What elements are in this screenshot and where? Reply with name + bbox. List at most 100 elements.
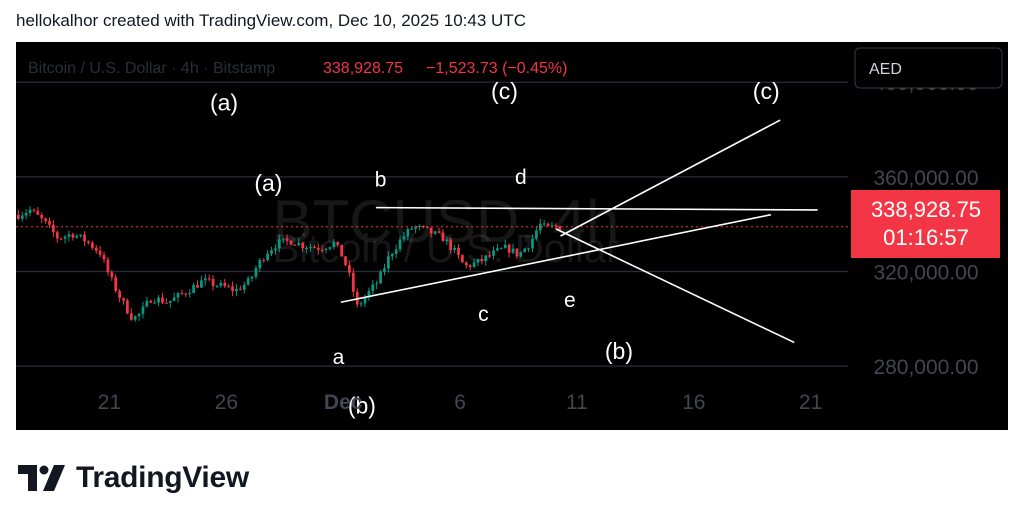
wave-label[interactable]: (c) [491, 78, 518, 104]
candle-body [141, 306, 145, 314]
candle-body [274, 248, 277, 251]
trendline[interactable] [375, 206, 818, 211]
trendline[interactable] [560, 119, 781, 237]
candle-body [184, 293, 188, 295]
candle-body [215, 285, 219, 287]
grid-lines [16, 81, 848, 367]
candle-body [122, 298, 125, 301]
watermark-symbol: BTCUSD, 4h [273, 188, 620, 255]
tradingview-logo-icon [18, 465, 65, 491]
candle-body [40, 214, 44, 219]
wave-label[interactable]: b [375, 168, 387, 191]
candle-body [507, 244, 511, 253]
candle-body [114, 277, 118, 291]
candle-body [464, 262, 468, 266]
price-tag-value: 338,928.75 [871, 197, 981, 222]
candle-body [496, 248, 499, 251]
candle-body [223, 282, 227, 287]
candle-body [348, 265, 351, 273]
candle-body [157, 297, 160, 303]
chart-panel[interactable]: BTCUSD, 4h Bitcoin / U.S. Dollar (a) (a)(… [16, 42, 1008, 430]
candle-body [129, 313, 133, 320]
candle-body [87, 241, 90, 243]
tradingview-wordmark: TradingView [76, 461, 249, 494]
candle-body [207, 278, 211, 280]
candle-body [149, 300, 153, 303]
price-tag: 338,928.75 01:16:57 [851, 190, 1000, 258]
candle-body [285, 238, 289, 241]
tradingview-branding: TradingView [18, 458, 249, 498]
trendline[interactable] [555, 228, 795, 344]
wave-label[interactable]: (b) [605, 338, 633, 364]
candle-body [98, 250, 102, 255]
candle-body [79, 234, 83, 236]
candle-body [351, 272, 355, 292]
candle-body [320, 249, 324, 251]
trendline[interactable] [340, 213, 772, 304]
candle-body [363, 297, 367, 304]
candle-body [52, 224, 55, 233]
candles [16, 206, 562, 323]
candle-body [281, 238, 285, 240]
candle-body [63, 236, 67, 239]
chart-credit-header: hellokalhor created with TradingView.com… [16, 11, 526, 30]
wave-label[interactable]: e [564, 289, 576, 312]
wave-label[interactable]: (a) [254, 170, 282, 196]
wave-label[interactable]: a [333, 346, 345, 369]
candle-body [332, 241, 336, 248]
time-tick-label: 21 [799, 391, 822, 414]
candle-body [153, 302, 157, 304]
candle-body [437, 231, 441, 233]
time-axis: 21 26 Dec 6 11 16 21 [98, 391, 822, 414]
candle-body [344, 256, 347, 266]
candle-body [289, 240, 293, 245]
candle-body [145, 300, 149, 307]
candle-body [449, 239, 453, 250]
symbol-legend[interactable]: Bitcoin / U.S. Dollar · 4h · Bitstamp 33… [28, 60, 567, 77]
candle-body [90, 242, 94, 248]
candle-body [250, 276, 254, 279]
candle-body [126, 300, 129, 314]
wave-label[interactable]: (b) [348, 392, 376, 418]
candle-body [227, 286, 231, 288]
candle-body [554, 225, 558, 227]
candle-body [425, 226, 429, 228]
candle-body [503, 244, 507, 249]
symbol-info: Bitcoin / U.S. Dollar · 4h · Bitstamp [28, 60, 275, 77]
candle-body [44, 218, 47, 222]
candle-body [118, 290, 121, 299]
wave-label[interactable]: (c) [753, 78, 780, 104]
candle-body [390, 254, 394, 257]
candle-body [55, 232, 59, 239]
candle-body [172, 297, 176, 301]
candle-body [402, 236, 406, 240]
candle-body [16, 214, 20, 219]
price-chart[interactable]: BTCUSD, 4h Bitcoin / U.S. Dollar (a)(a)(… [16, 42, 1008, 430]
candle-body [293, 244, 297, 246]
candle-body [106, 259, 110, 273]
trendlines [340, 119, 818, 344]
candle-body [196, 285, 199, 288]
candle-body [523, 248, 527, 253]
candle-body [476, 258, 480, 263]
time-tick-label: 11 [566, 391, 588, 414]
wave-label[interactable]: c [478, 303, 489, 326]
candle-body [102, 254, 106, 260]
candle-body [515, 248, 519, 257]
price-tick-label: 320,000.00 [873, 261, 978, 284]
candle-body [414, 226, 418, 229]
candle-body [375, 283, 379, 285]
candle-body [550, 225, 554, 227]
candle-body [200, 280, 203, 288]
currency-button[interactable]: AED [854, 47, 1003, 89]
wave-label[interactable]: (a) [210, 90, 238, 116]
time-tick-label: 6 [454, 391, 466, 414]
candle-body [445, 239, 449, 242]
candle-body [266, 253, 269, 261]
candle-body [324, 248, 328, 250]
candle-body [219, 282, 223, 286]
candle-body [527, 248, 530, 250]
candle-body [262, 259, 266, 261]
wave-label[interactable]: d [515, 166, 527, 189]
candle-body [211, 278, 215, 286]
